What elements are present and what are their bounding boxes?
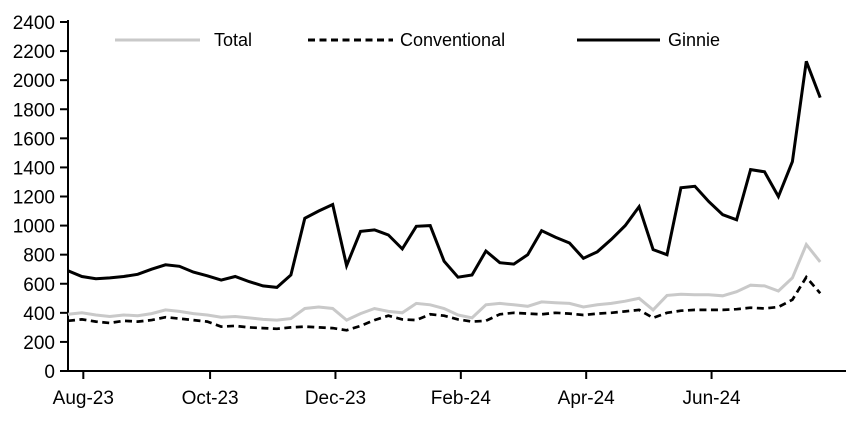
y-tick-label: 1000 (13, 217, 55, 238)
x-tick-label: Aug-23 (53, 388, 114, 409)
legend-label-ginnie: Ginnie (668, 30, 720, 50)
y-tick-label: 1400 (13, 158, 55, 179)
y-tick-label: 2400 (13, 13, 55, 34)
legend-item-total: Total (115, 30, 252, 50)
y-tick-label: 1600 (13, 129, 55, 150)
series-lines (67, 60, 822, 332)
legend-item-ginnie: Ginnie (577, 30, 720, 50)
legend: Total Conventional Ginnie (115, 30, 720, 50)
y-tick-label: 1800 (13, 100, 55, 121)
y-tick-label: 800 (23, 246, 55, 267)
x-tick-label: Dec-23 (305, 388, 366, 409)
x-tick-label: Oct-23 (182, 388, 239, 409)
y-tick-label: 2200 (13, 42, 55, 63)
y-tick-label: 200 (23, 333, 55, 354)
x-tick-label: Jun-24 (683, 388, 742, 409)
y-tick-label: 600 (23, 275, 55, 296)
y-tick-label: 400 (23, 304, 55, 325)
y-tick-label: 1200 (13, 188, 55, 209)
legend-label-total: Total (214, 30, 252, 50)
x-tick-label: Apr-24 (558, 388, 615, 409)
legend-label-conventional: Conventional (400, 30, 505, 50)
series-line-total (67, 241, 822, 322)
y-tick-label: 2000 (13, 71, 55, 92)
series-line-conventional (67, 274, 822, 332)
axes: 0 200 400 600 800 1000 1200 1400 1600 1800 2000 220… (13, 13, 846, 409)
series-line-ginnie (67, 60, 822, 289)
y-tick-label: 0 (44, 362, 55, 383)
legend-item-conventional: Conventional (308, 30, 505, 50)
x-tick-label: Feb-24 (431, 388, 492, 409)
